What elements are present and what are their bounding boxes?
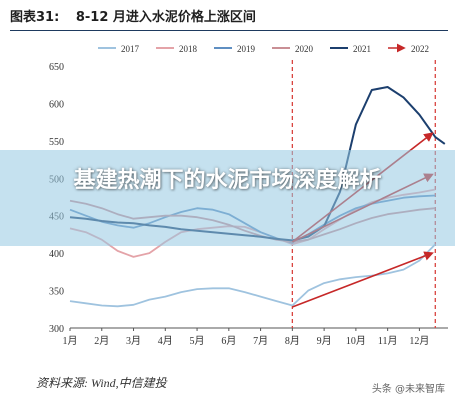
y-tick-label: 550 <box>49 137 64 148</box>
x-tick-label: 1月 <box>63 335 78 347</box>
overlay-banner-text: 基建热潮下的水泥市场深度解析 <box>73 168 382 193</box>
y-tick-label: 400 <box>49 249 64 260</box>
legend-label: 2022 <box>411 44 429 54</box>
y-tick-label: 650 <box>49 62 64 73</box>
y-tick-label: 350 <box>49 287 64 298</box>
x-tick-label: 10月 <box>346 335 366 347</box>
chart-title: 图表31: 8-12 月进入水泥价格上涨区间 <box>10 6 256 28</box>
x-tick-label: 7月 <box>253 335 268 347</box>
legend-label: 2019 <box>237 44 256 54</box>
legend-label: 2020 <box>295 44 314 54</box>
x-tick-label: 9月 <box>317 335 332 347</box>
watermark: 头条 @未来智库 <box>371 384 445 395</box>
legend-label: 2018 <box>179 44 198 54</box>
chart-title-prefix: 图表31: <box>10 10 60 25</box>
y-tick-label: 300 <box>49 324 64 335</box>
source-note: 资料来源: Wind,中信建投 <box>36 376 167 390</box>
x-tick-label: 12月 <box>409 335 429 347</box>
x-tick-label: 2月 <box>94 335 109 347</box>
legend-label: 2017 <box>121 44 140 54</box>
y-tick-label: 600 <box>49 99 64 110</box>
x-tick-label: 3月 <box>126 335 141 347</box>
x-tick-label: 6月 <box>221 335 236 347</box>
overlay-banner <box>0 150 455 246</box>
chart-title-text: 8-12 月进入水泥价格上涨区间 <box>75 10 256 25</box>
title-divider <box>10 30 448 31</box>
x-tick-label: 8月 <box>285 335 300 347</box>
x-tick-label: 4月 <box>158 335 173 347</box>
legend-label: 2021 <box>353 44 371 54</box>
trend-arrow <box>292 251 434 308</box>
x-tick-label: 5月 <box>190 335 205 347</box>
x-tick-label: 11月 <box>378 335 398 347</box>
